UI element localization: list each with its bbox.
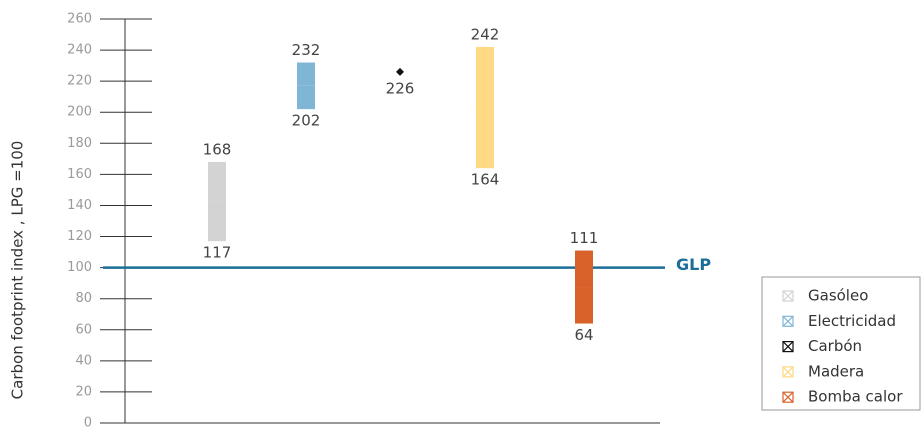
point	[396, 67, 404, 76]
legend-marker-x	[782, 366, 794, 378]
y-tick-label: 160	[67, 167, 92, 182]
data-label: 117	[203, 244, 232, 262]
legend-label: Bomba calor	[808, 388, 903, 406]
legend-label: Madera	[808, 362, 864, 380]
legend-marker-x	[782, 341, 794, 353]
bar-bottom	[297, 85, 315, 110]
data-label: 168	[203, 140, 232, 158]
data-label: 226	[386, 79, 415, 97]
y-tick-label: 0	[84, 416, 92, 428]
bar-top	[297, 62, 315, 86]
bar-bottom	[575, 287, 593, 324]
data-label: 164	[471, 171, 500, 189]
y-tick-label: 100	[67, 260, 92, 275]
y-tick-label: 80	[75, 291, 92, 306]
data-label: 232	[292, 41, 321, 59]
y-tick-label: 180	[67, 136, 92, 151]
legend-label: Carbón	[808, 337, 862, 355]
y-tick-label: 220	[67, 74, 92, 89]
y-tick-label: 140	[67, 198, 92, 213]
legend-marker-x	[782, 290, 794, 302]
legend-marker	[782, 341, 794, 353]
bar-top	[575, 250, 593, 288]
y-tick-label: 40	[75, 353, 92, 368]
legend-marker	[782, 315, 794, 327]
reference-label: GLP	[676, 255, 711, 274]
legend-marker-x	[782, 315, 794, 327]
data-label: 202	[292, 112, 321, 130]
bar-top	[208, 161, 226, 202]
legend-marker	[782, 366, 794, 378]
y-tick-label: 240	[67, 43, 92, 58]
legend-label: Electricidad	[808, 312, 896, 330]
legend-marker	[782, 290, 794, 302]
y-tick-label: 200	[67, 105, 92, 120]
y-tick-label: 20	[75, 384, 92, 399]
legend-marker	[782, 391, 794, 403]
y-tick-label: 60	[75, 322, 92, 337]
y-tick-label: 120	[67, 229, 92, 244]
data-label: 64	[574, 326, 593, 344]
bar-top	[476, 46, 494, 108]
legend-label: Gasóleo	[808, 287, 868, 305]
bar-bottom	[476, 107, 494, 169]
legend-box	[761, 276, 921, 411]
data-label: 242	[471, 25, 500, 43]
y-tick-label: 260	[67, 12, 92, 27]
bar-bottom	[208, 201, 226, 242]
data-label: 111	[570, 229, 599, 247]
y-axis-label: Carbon footprint index , LPG =100	[9, 141, 27, 400]
legend-marker-x	[782, 391, 794, 403]
